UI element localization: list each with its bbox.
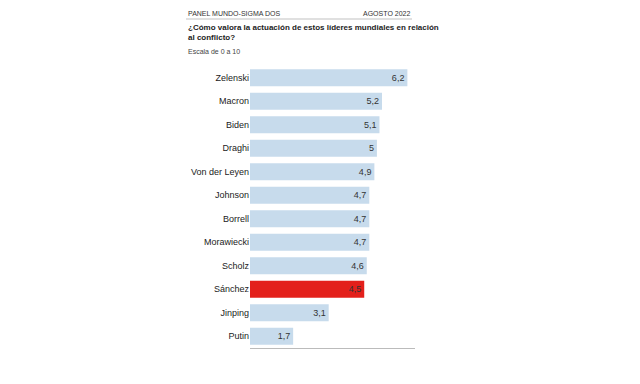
svg-text:Johnson: Johnson bbox=[215, 190, 249, 200]
svg-text:PANEL MUNDO-SIGMA DOS: PANEL MUNDO-SIGMA DOS bbox=[188, 10, 281, 17]
svg-text:4,9: 4,9 bbox=[359, 167, 372, 177]
svg-text:Jinping: Jinping bbox=[220, 308, 249, 318]
svg-text:1,7: 1,7 bbox=[278, 331, 291, 341]
svg-text:Putin: Putin bbox=[228, 331, 249, 341]
svg-text:Draghi: Draghi bbox=[222, 143, 249, 153]
svg-text:¿Cómo valora la actuación de e: ¿Cómo valora la actuación de estos líder… bbox=[188, 23, 439, 42]
svg-text:5: 5 bbox=[369, 143, 374, 153]
svg-text:Sánchez: Sánchez bbox=[214, 284, 250, 294]
svg-text:4,7: 4,7 bbox=[354, 190, 367, 200]
svg-text:Macron: Macron bbox=[219, 96, 249, 106]
svg-text:4,7: 4,7 bbox=[354, 214, 367, 224]
svg-text:Von der Leyen: Von der Leyen bbox=[191, 167, 249, 177]
svg-text:4,5: 4,5 bbox=[349, 284, 362, 294]
svg-text:5,1: 5,1 bbox=[364, 120, 377, 130]
svg-text:5,2: 5,2 bbox=[366, 96, 379, 106]
svg-text:3,1: 3,1 bbox=[313, 308, 326, 318]
svg-text:Escala de 0 a 10: Escala de 0 a 10 bbox=[188, 48, 240, 55]
svg-text:Scholz: Scholz bbox=[222, 261, 250, 271]
svg-text:Borrell: Borrell bbox=[223, 214, 249, 224]
svg-text:AGOSTO 2022: AGOSTO 2022 bbox=[363, 10, 410, 17]
svg-text:6,2: 6,2 bbox=[392, 73, 405, 83]
svg-text:4,6: 4,6 bbox=[351, 261, 364, 271]
svg-text:4,7: 4,7 bbox=[354, 237, 367, 247]
svg-text:Biden: Biden bbox=[226, 120, 249, 130]
svg-text:Morawiecki: Morawiecki bbox=[204, 237, 249, 247]
svg-text:Zelenski: Zelenski bbox=[215, 73, 249, 83]
